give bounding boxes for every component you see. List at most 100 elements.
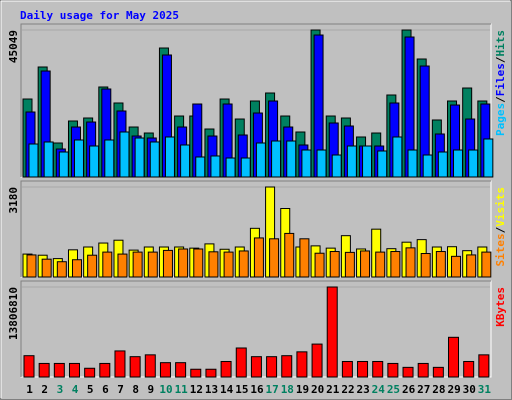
- bar: [481, 251, 492, 278]
- bar: [193, 248, 204, 278]
- x-tick-label: 26: [402, 383, 416, 396]
- bar: [451, 255, 462, 278]
- bar: [240, 157, 251, 178]
- x-tick-label: 10: [159, 383, 172, 396]
- bar: [220, 360, 232, 378]
- bar: [362, 145, 373, 178]
- bar: [453, 149, 464, 178]
- bar: [301, 149, 312, 178]
- bar: [68, 362, 80, 378]
- bar: [377, 150, 388, 178]
- x-tick-label: 13: [205, 383, 218, 396]
- bar: [407, 149, 418, 178]
- bar: [311, 343, 323, 378]
- x-tick-label: 20: [311, 383, 324, 396]
- x-tick-label: 12: [190, 383, 203, 396]
- bar: [89, 145, 100, 178]
- bar: [432, 366, 444, 378]
- bar: [387, 362, 399, 378]
- bar: [390, 251, 401, 278]
- panel-shadow: [20, 280, 491, 377]
- bar: [314, 252, 325, 278]
- bar: [435, 251, 446, 278]
- bar: [266, 356, 278, 378]
- bar: [147, 251, 158, 278]
- x-tick-label: 3: [57, 383, 64, 396]
- bar: [269, 238, 280, 278]
- x-tick-label: 29: [447, 383, 460, 396]
- bar: [73, 139, 84, 178]
- bar: [195, 156, 206, 178]
- legend-label: Hits: [494, 30, 507, 57]
- bar: [281, 355, 293, 378]
- legend-separator: /: [494, 96, 507, 103]
- x-tick-label: 15: [235, 383, 248, 396]
- bar: [326, 286, 338, 378]
- legend: KBytes: [494, 287, 507, 327]
- bar: [132, 251, 143, 278]
- bar: [205, 368, 217, 378]
- bar: [104, 139, 115, 178]
- bar: [178, 248, 189, 278]
- bar: [102, 251, 113, 278]
- bar: [417, 362, 429, 378]
- bar: [437, 151, 448, 178]
- bar: [286, 140, 297, 178]
- bar: [129, 356, 141, 378]
- x-tick-label: 25: [387, 383, 400, 396]
- bar: [149, 141, 160, 178]
- bar: [26, 254, 37, 278]
- x-tick-label: 11: [175, 383, 189, 396]
- y-tick-label: 3180: [7, 187, 20, 214]
- bar: [99, 362, 111, 378]
- x-tick-label: 16: [250, 383, 264, 396]
- bar: [53, 362, 65, 378]
- bar: [175, 362, 187, 378]
- bar: [405, 247, 416, 278]
- bar: [420, 253, 431, 278]
- x-tick-label: 14: [220, 383, 234, 396]
- bar: [58, 151, 69, 178]
- bar: [392, 136, 403, 178]
- x-tick-label: 9: [148, 383, 155, 396]
- x-tick-label: 30: [463, 383, 476, 396]
- bar: [296, 351, 308, 378]
- legend-label: Sites: [494, 233, 507, 266]
- bar: [375, 251, 386, 278]
- bar: [87, 254, 98, 278]
- legend-label: Files: [494, 63, 507, 96]
- panel-shadow: [20, 23, 491, 177]
- x-tick-label: 28: [432, 383, 445, 396]
- bar: [346, 145, 357, 178]
- bar: [119, 131, 130, 178]
- bar: [238, 250, 249, 278]
- bar: [56, 261, 67, 278]
- bar: [71, 259, 82, 278]
- bar: [344, 251, 355, 278]
- bar: [210, 155, 221, 178]
- bar: [329, 251, 340, 278]
- bar: [164, 136, 175, 178]
- x-tick-label: 21: [326, 383, 340, 396]
- x-tick-label: 4: [72, 383, 79, 396]
- bar: [357, 360, 369, 378]
- legend-separator: /: [494, 226, 507, 233]
- bar: [299, 238, 310, 278]
- bar: [180, 144, 191, 178]
- bar: [253, 237, 264, 278]
- x-tick-label: 6: [102, 383, 109, 396]
- x-tick-label: 23: [357, 383, 370, 396]
- bar: [159, 362, 171, 378]
- x-tick-label: 24: [372, 383, 386, 396]
- bar: [478, 354, 490, 378]
- bar: [225, 157, 236, 178]
- chart-title: Daily usage for May 2025: [20, 9, 179, 22]
- bar: [463, 360, 475, 378]
- bar: [331, 154, 342, 178]
- y-tick-label: 45049: [7, 30, 20, 63]
- bar: [144, 354, 156, 378]
- bar: [483, 138, 494, 178]
- bar: [134, 137, 145, 178]
- x-tick-label: 27: [417, 383, 430, 396]
- legend-label: KBytes: [494, 287, 507, 327]
